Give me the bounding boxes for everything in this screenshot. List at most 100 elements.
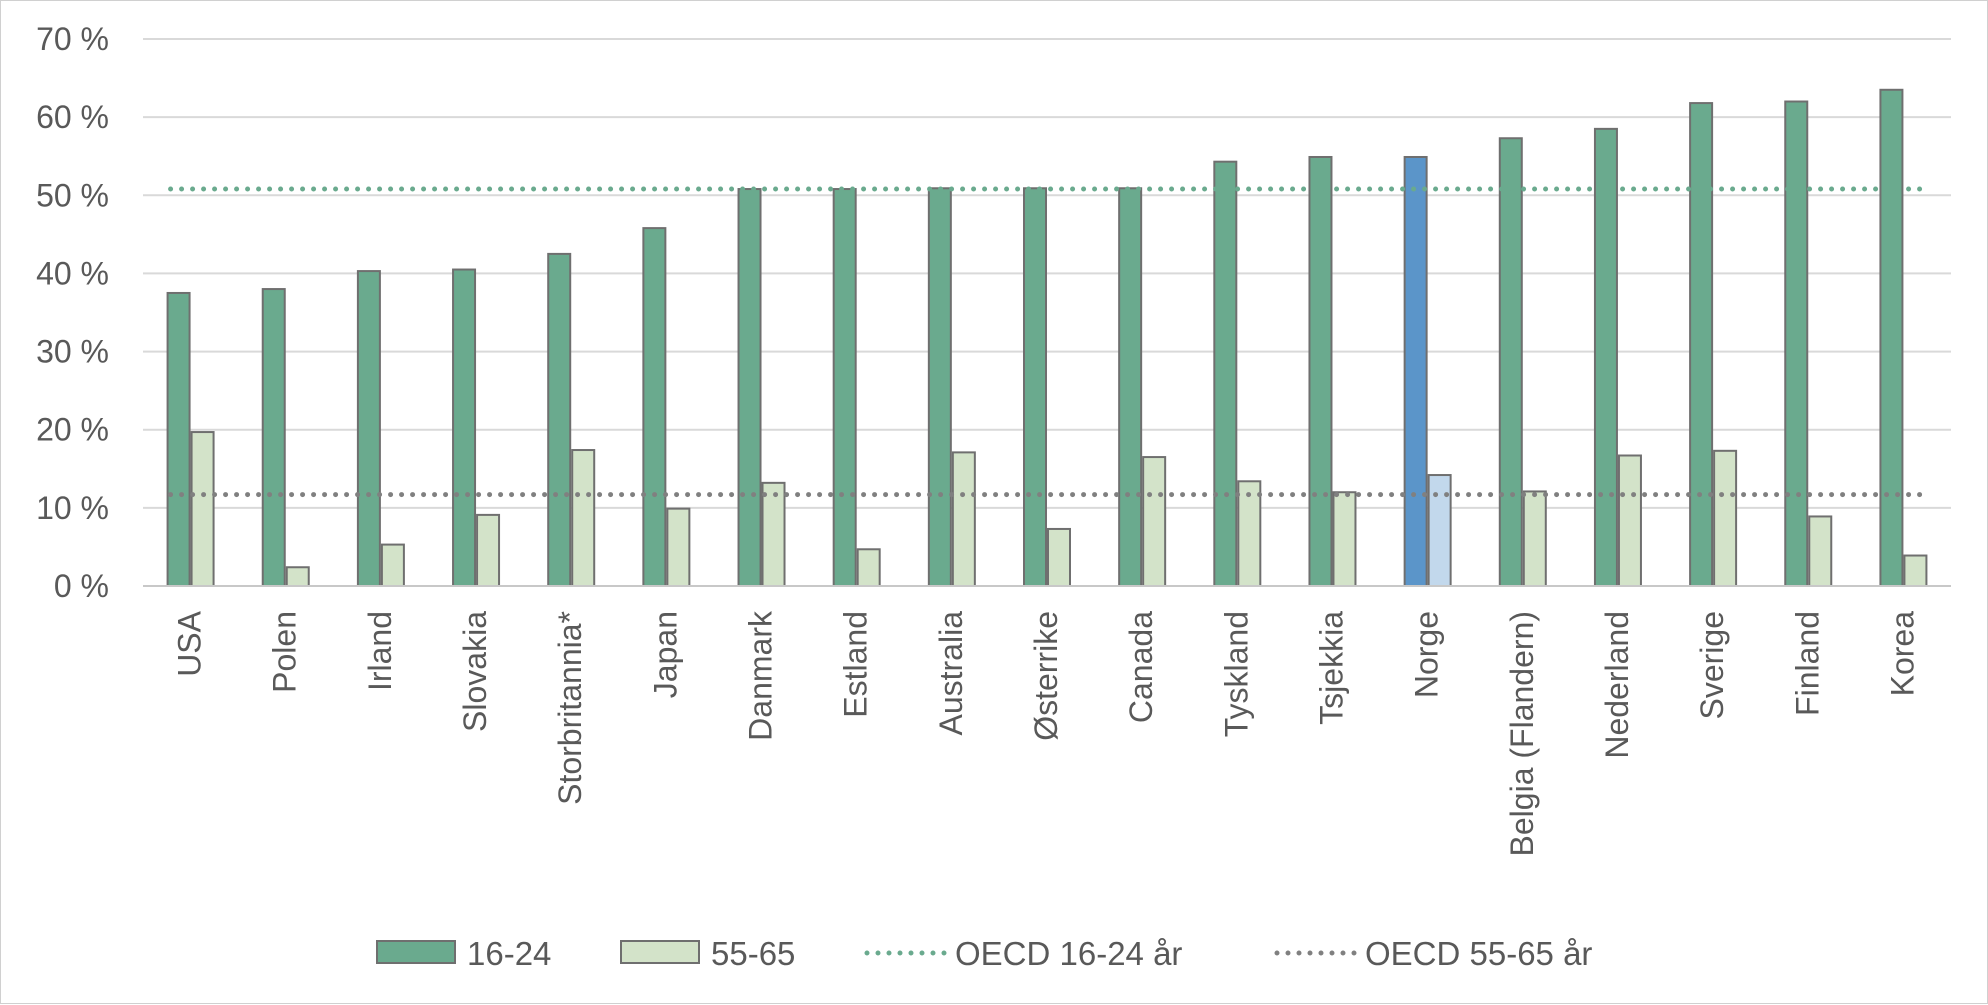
bar-16-24 [1689,102,1714,587]
bar-group [1023,187,1071,587]
bar-16-24 [1213,160,1238,587]
x-category-label: Finland [1789,611,1825,716]
bar-55-65 [1903,554,1928,588]
legend-swatch [376,940,456,964]
bar-16-24 [1403,155,1428,587]
x-category-label: Canada [1123,611,1159,723]
y-tick-label: 30 % [36,334,109,370]
bar-55-65 [1142,456,1167,588]
bar-16-24 [1023,187,1047,587]
x-category-label: Australia [933,611,969,736]
x-category-label: Belgia (Flandern) [1504,611,1540,856]
bar-16-24 [832,188,857,588]
bar-16-24 [1784,100,1809,587]
legend-label: 16-24 [467,935,551,972]
x-category-label: Estland [838,611,874,718]
bar-16-24 [452,268,477,587]
bar-16-24 [1118,187,1143,587]
bar-group [1118,187,1167,588]
x-category-label: Japan [647,611,683,698]
legend-item: OECD 16-24 år [864,935,1182,972]
bar-group [452,268,501,588]
bar-group [547,252,596,587]
bar-55-65 [380,543,405,588]
legend-item: 55-65 [620,935,795,972]
bar-group [1498,137,1547,587]
bar-55-65 [761,481,786,588]
x-category-label: Tyskland [1218,611,1254,737]
x-category-label: Polen [267,611,303,693]
bar-55-65 [285,566,310,588]
bar-group [1784,100,1833,588]
bar-16-24 [642,227,667,587]
bar-group [832,188,881,588]
bar-55-65 [1522,490,1547,587]
x-category-label: Irland [362,611,398,691]
x-category-label: Storbritannia* [552,611,588,805]
y-tick-label: 70 % [36,21,109,57]
y-tick-label: 20 % [36,412,109,448]
legend-item: OECD 55-65 år [1274,935,1592,972]
bar-group [1403,155,1452,587]
x-category-label: Danmark [743,610,779,741]
x-axis-category-labels: USA Polen Irland Slovakia Storbritannia* Japa… [172,610,1921,856]
bar-55-65 [1713,449,1738,588]
bar-group [642,227,691,588]
bar-55-65 [1808,515,1833,588]
bar-55-65 [1617,454,1642,587]
bar-group [927,187,976,587]
bar-group [166,291,215,587]
y-axis-ticks: 0 % 10 % 20 % 30 % 40 % 50 % 60 % 70 % [36,21,109,604]
bar-16-24 [1593,127,1618,587]
legend-swatch [620,940,700,964]
bar-group [1308,155,1357,588]
bar-group [1593,127,1642,587]
bars [166,88,1928,588]
bar-16-24 [1498,137,1523,587]
bar-55-65 [1332,491,1357,588]
bar-group [356,270,405,588]
x-category-label: Slovakia [457,611,493,732]
legend-item: 16-24 [376,935,551,972]
x-category-label: Østerrike [1028,611,1064,741]
x-category-label: USA [172,610,208,676]
bar-16-24 [927,187,952,587]
bar-group [737,188,786,588]
bar-55-65 [856,548,881,587]
bar-16-24 [737,188,762,588]
bar-16-24 [547,252,572,587]
bar-group [261,288,310,588]
bar-55-65 [666,507,691,588]
bar-16-24 [1879,88,1904,588]
legend-label: OECD 55-65 år [1365,935,1592,972]
x-category-label: Tsjekkia [1313,611,1349,725]
bar-55-65 [190,431,215,587]
y-tick-label: 60 % [36,99,109,135]
bar-16-24 [166,291,191,587]
legend-label: 55-65 [711,935,795,972]
bar-55-65 [476,513,501,588]
bar-16-24 [356,270,381,587]
bar-16-24 [1308,155,1333,587]
bar-55-65 [1237,480,1262,587]
y-tick-label: 10 % [36,490,109,526]
bar-group [1879,88,1928,588]
y-tick-label: 50 % [36,177,109,213]
bar-group [1213,160,1262,587]
y-tick-label: 40 % [36,255,109,291]
legend-label: OECD 16-24 år [955,935,1182,972]
y-tick-label: 0 % [54,568,109,604]
x-category-label: Sverige [1694,611,1730,720]
bar-55-65 [951,451,976,587]
bar-55-65 [1427,474,1452,587]
bar-55-65 [1047,527,1071,587]
bar-group [1689,102,1738,588]
x-category-label: Norge [1409,611,1445,698]
bar-16-24 [261,288,286,587]
legend: 16-24 55-65 OECD 16-24 år OECD 55-65 år [376,935,1592,972]
x-category-label: Nederland [1599,611,1635,759]
reference-lines [168,186,1926,498]
x-category-label: Korea [1884,611,1920,697]
